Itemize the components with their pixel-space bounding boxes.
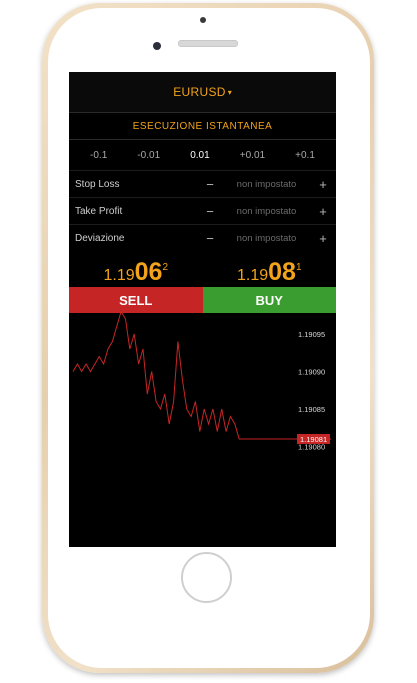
- sell-button[interactable]: SELL: [69, 287, 203, 313]
- buy-price: 1.19 08 1: [203, 260, 337, 285]
- minus-icon[interactable]: −: [206, 230, 214, 246]
- app-screen: EURUSD ▾ ESECUZIONE ISTANTANEA -0.1 -0.0…: [69, 72, 336, 547]
- buy-price-pips: 08: [268, 258, 296, 286]
- deviation-row: Deviazione − non impostato +: [69, 224, 336, 251]
- home-button[interactable]: [181, 552, 232, 603]
- volume-selector: -0.1 -0.01 0.01 +0.01 +0.1: [69, 140, 336, 170]
- execution-mode[interactable]: ESECUZIONE ISTANTANEA: [69, 113, 336, 140]
- plus-icon[interactable]: +: [319, 230, 327, 246]
- sell-price-pips: 06: [134, 258, 163, 286]
- volume-option[interactable]: +0.01: [239, 149, 266, 161]
- stop-loss-value[interactable]: non impostato: [236, 178, 297, 190]
- trade-buttons: SELL BUY: [69, 287, 336, 313]
- take-profit-label: Take Profit: [75, 205, 123, 217]
- earpiece-speaker: [178, 40, 238, 47]
- deviation-label: Deviazione: [75, 232, 125, 244]
- sell-price-fraction: 2: [162, 262, 168, 273]
- y-tick-label: 1.19095: [298, 330, 325, 339]
- y-tick-label: 1.19085: [298, 405, 325, 414]
- chevron-down-icon: ▾: [227, 87, 232, 97]
- symbol-selector[interactable]: EURUSD ▾: [69, 72, 336, 113]
- buy-button[interactable]: BUY: [202, 287, 336, 313]
- sell-price: 1.19 06 2: [69, 260, 203, 285]
- y-tick-label: 1.19090: [298, 368, 325, 377]
- front-camera: [153, 42, 161, 50]
- front-sensor: [200, 17, 206, 23]
- volume-option[interactable]: +0.1: [295, 149, 315, 161]
- minus-icon[interactable]: −: [206, 203, 214, 219]
- take-profit-row: Take Profit − non impostato +: [69, 197, 336, 224]
- sell-price-prefix: 1.19: [103, 267, 135, 284]
- volume-current[interactable]: 0.01: [190, 149, 210, 161]
- buy-price-prefix: 1.19: [236, 267, 269, 284]
- symbol-label: EURUSD: [173, 85, 226, 99]
- buy-price-fraction: 1: [295, 262, 302, 273]
- plus-icon[interactable]: +: [319, 203, 327, 219]
- price-line: [72, 310, 331, 440]
- volume-option[interactable]: -0.1: [90, 149, 108, 161]
- current-price-label: 1.19081: [300, 435, 327, 444]
- current-price-marker: [297, 434, 330, 444]
- volume-option[interactable]: -0.01: [137, 149, 161, 161]
- minus-icon[interactable]: −: [206, 176, 214, 192]
- stop-loss-row: Stop Loss − non impostato +: [69, 170, 336, 197]
- quote-prices: 1.19 06 2 1.19 08 1: [69, 251, 336, 287]
- y-tick-label: 1.19080: [298, 443, 325, 452]
- take-profit-value[interactable]: non impostato: [236, 205, 297, 217]
- plus-icon[interactable]: +: [319, 176, 327, 192]
- deviation-value[interactable]: non impostato: [236, 232, 297, 244]
- stop-loss-label: Stop Loss: [75, 178, 120, 190]
